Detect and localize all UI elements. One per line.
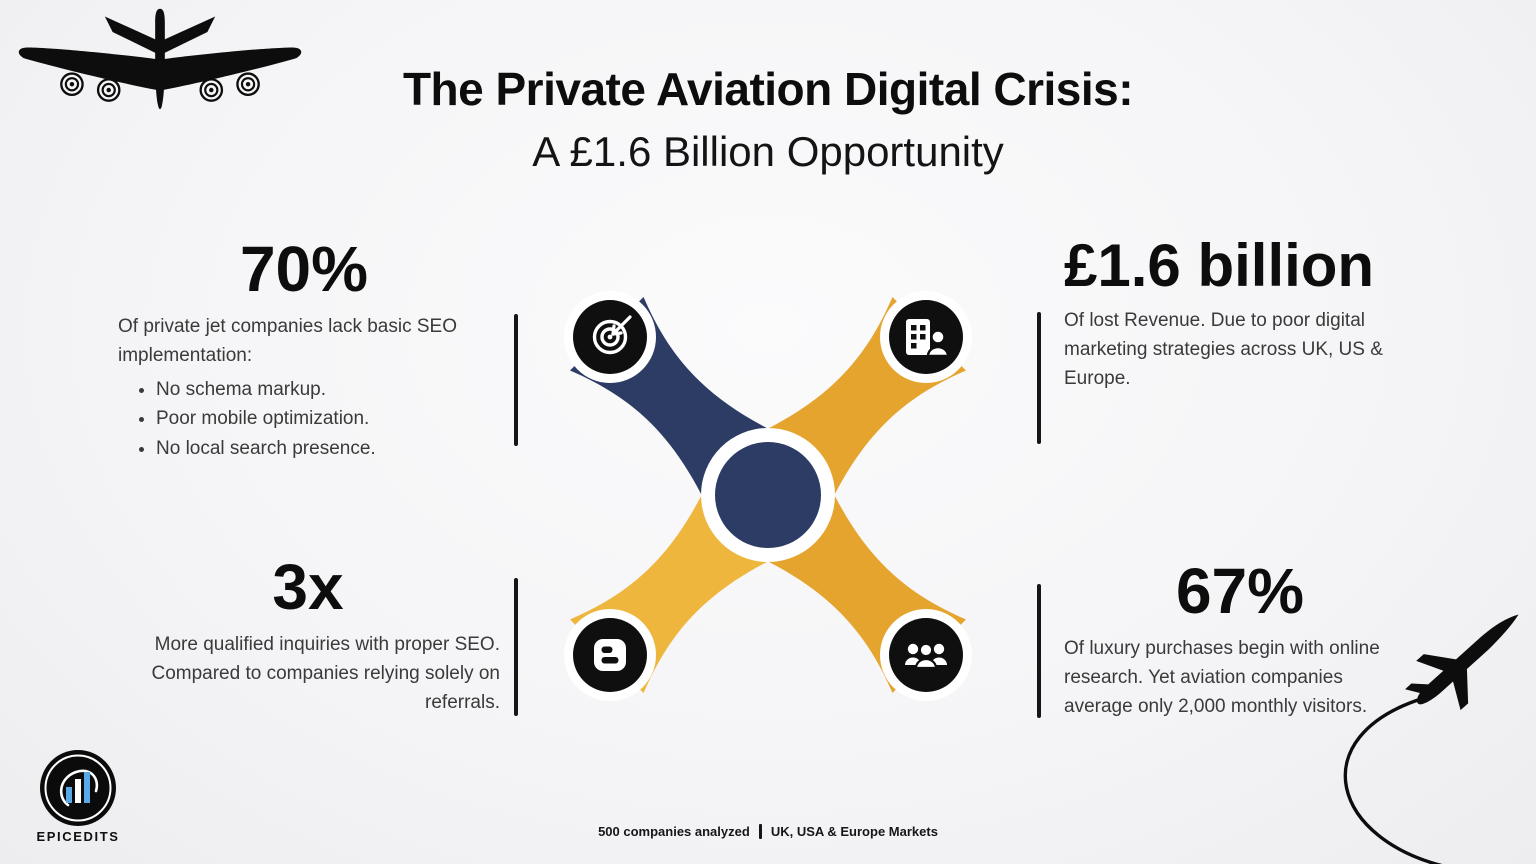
- stat-seo-bullet: No local search presence.: [156, 434, 490, 463]
- airplane-top-view-icon: [18, 8, 302, 110]
- footer-divider-bar: [758, 824, 762, 839]
- stat-inquiries-block: 3x More qualified inquiries with proper …: [116, 551, 500, 720]
- stat-revenue-block: £1.6 billion Of lost Revenue. Due to poo…: [1064, 234, 1412, 396]
- target-icon: [564, 291, 656, 383]
- stat-research-value: 67%: [1175, 555, 1305, 627]
- airplane-flying-icon: [1343, 614, 1519, 864]
- footer-markets: UK, USA & Europe Markets: [770, 824, 938, 839]
- building-user-icon: [880, 291, 972, 383]
- center-x-diagram: [562, 289, 974, 701]
- divider-bar: [1037, 584, 1041, 718]
- airplane-stabilizer-right: [163, 16, 216, 54]
- blogger-icon: [564, 609, 656, 701]
- stat-seo-bullet: No schema markup.: [156, 375, 490, 404]
- stat-inquiries-value: 3x: [272, 551, 344, 623]
- stat-seo-description: Of private jet companies lack basic SEO …: [118, 316, 457, 367]
- x-arms: [562, 289, 974, 701]
- divider-bar: [514, 314, 518, 446]
- airplane-stabilizer-left: [104, 16, 157, 54]
- center-hub-circle: [715, 442, 821, 548]
- airplane-wing-left: [18, 47, 158, 91]
- stat-seo-bullet-list: No schema markup. Poor mobile optimizati…: [156, 375, 490, 463]
- footer-analysis-count: 500 companies analyzed: [598, 824, 750, 839]
- people-group-icon: [880, 609, 972, 701]
- stat-research-description: Of luxury purchases begin with online re…: [1064, 638, 1380, 717]
- airplane-fuselage: [155, 8, 165, 110]
- stat-revenue-description: Of lost Revenue. Due to poor digital mar…: [1064, 310, 1383, 389]
- page-subtitle: A £1.6 Billion Opportunity: [532, 128, 1004, 175]
- stat-inquiries-description: More qualified inquiries with proper SEO…: [151, 634, 500, 713]
- footer: 500 companies analyzed UK, USA & Europe …: [0, 824, 1536, 839]
- stat-seo-value: 70%: [239, 233, 369, 305]
- logo-bars: [66, 772, 90, 803]
- epicedits-logo-mark: [40, 750, 116, 826]
- logo-brand-name: EPICEDITS: [36, 829, 120, 844]
- airplane-wing-right: [162, 47, 302, 91]
- stat-seo-bullet: Poor mobile optimization.: [156, 404, 490, 433]
- airplane-trail: [1343, 696, 1444, 864]
- page-title: The Private Aviation Digital Crisis:: [402, 63, 1134, 115]
- header: The Private Aviation Digital Crisis: A £…: [0, 62, 1536, 176]
- logo-spiral: [59, 769, 99, 807]
- stat-research-block: 67% Of luxury purchases begin with onlin…: [1064, 555, 1416, 724]
- stat-revenue-value: £1.6 billion: [1064, 232, 1375, 299]
- airplane-silhouette: [1405, 614, 1519, 711]
- divider-bar: [514, 578, 518, 716]
- airplane-engines: [60, 72, 260, 102]
- divider-bar: [1037, 312, 1041, 444]
- epicedits-logo: EPICEDITS: [22, 748, 134, 844]
- stat-seo-block: 70% Of private jet companies lack basic …: [118, 233, 490, 463]
